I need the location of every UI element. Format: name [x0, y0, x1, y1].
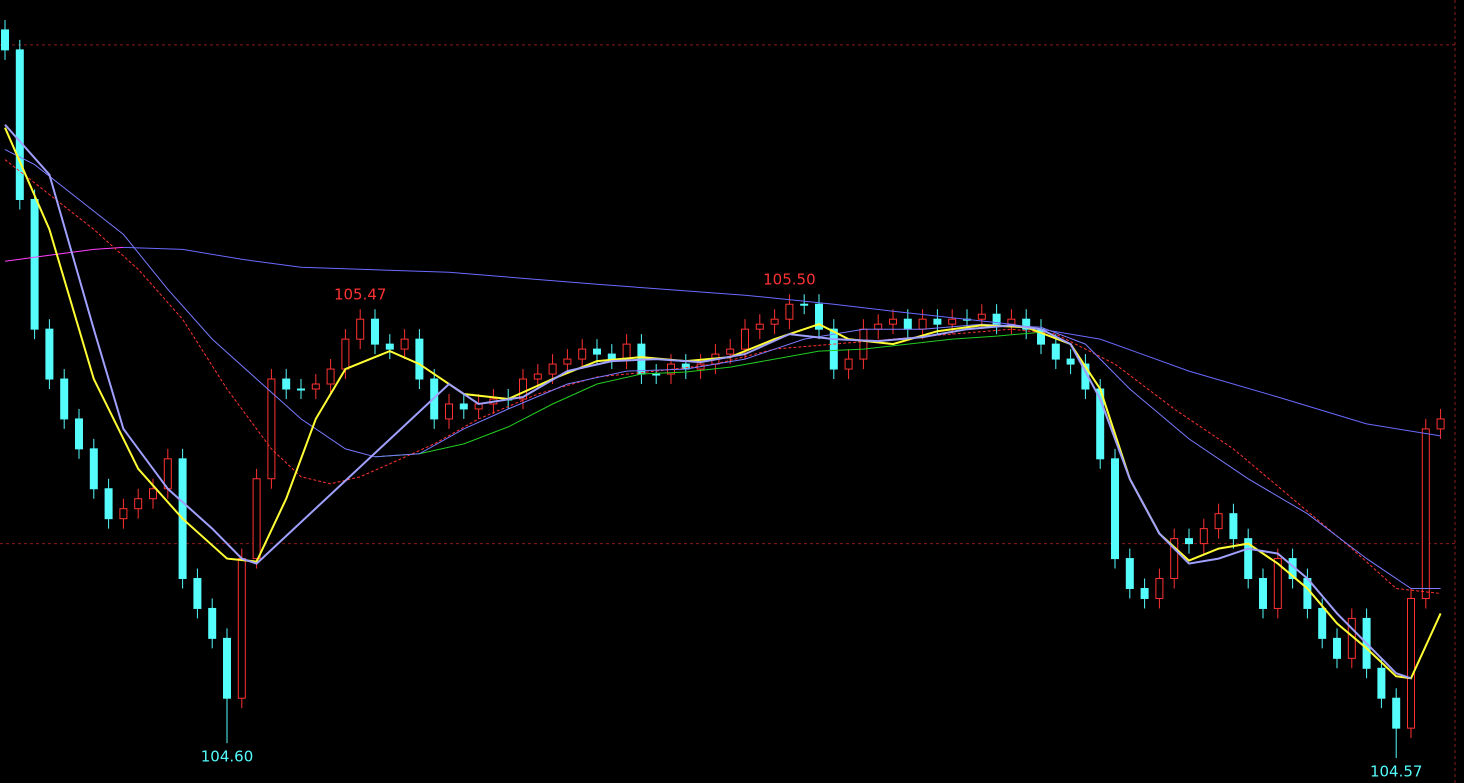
- candle-body: [1421, 428, 1430, 599]
- candle-body: [770, 318, 779, 325]
- moving-average-line: [4, 124, 1412, 680]
- candle-body: [1229, 513, 1238, 540]
- candle-body: [237, 558, 246, 699]
- candle-body: [134, 498, 143, 510]
- candle-body: [311, 383, 320, 390]
- candle-body: [1392, 697, 1401, 729]
- candle-body: [815, 303, 823, 330]
- candle-body: [297, 388, 305, 391]
- candle-body: [1303, 578, 1312, 609]
- candle-body: [829, 328, 838, 370]
- candle-body: [341, 338, 350, 370]
- candle-body: [992, 313, 1001, 325]
- candle-body: [267, 378, 276, 480]
- candle-body: [1007, 318, 1016, 325]
- candle-body: [1170, 538, 1179, 580]
- candle-body: [60, 378, 69, 420]
- candle-body: [1125, 558, 1134, 589]
- candle-body: [400, 338, 409, 350]
- candle-body: [1, 29, 9, 51]
- extreme-label: 105.47: [334, 286, 387, 304]
- candle-body: [252, 478, 261, 560]
- candle-body: [326, 368, 335, 385]
- candle-body: [1407, 597, 1415, 729]
- candle-body: [652, 373, 661, 376]
- candle-body: [356, 318, 365, 340]
- candle-body: [1111, 458, 1119, 560]
- candle-body: [1333, 637, 1341, 659]
- extreme-label: 105.50: [763, 271, 816, 289]
- candle-body: [371, 318, 379, 345]
- candle-body: [208, 607, 217, 639]
- candle-body: [578, 348, 587, 360]
- candle-body: [519, 378, 527, 400]
- candle-body: [89, 448, 98, 490]
- moving-average-line: [374, 331, 1042, 458]
- candle-body: [726, 348, 735, 355]
- candle-body: [563, 358, 572, 365]
- candle-body: [104, 488, 113, 520]
- candle-body: [1140, 587, 1149, 599]
- candle-body: [607, 353, 616, 360]
- candle-body: [119, 508, 128, 520]
- candle-body: [223, 637, 231, 699]
- candle-body: [948, 318, 957, 325]
- candle-body: [45, 328, 54, 380]
- candle-body: [889, 318, 897, 325]
- candle-body: [445, 403, 453, 420]
- candle-body: [1273, 558, 1282, 609]
- candle-body: [800, 303, 809, 306]
- candle-body: [1377, 667, 1386, 699]
- candle-body: [282, 378, 291, 390]
- candle-body: [30, 198, 39, 330]
- moving-average-line: [4, 127, 1442, 680]
- candle-body: [1185, 538, 1193, 545]
- candle-body: [741, 328, 749, 350]
- candle-body: [859, 328, 868, 360]
- candle-body: [385, 343, 394, 350]
- candle-body: [622, 343, 631, 360]
- moving-average-line: [123, 246, 1441, 437]
- candle-body: [1244, 538, 1253, 580]
- candle-body: [1436, 418, 1445, 430]
- candle-body: [193, 578, 202, 609]
- candle-body: [1155, 578, 1164, 599]
- candle-body: [1022, 318, 1031, 330]
- candle-body: [1214, 513, 1223, 530]
- candle-body: [1259, 578, 1267, 609]
- candle-body: [15, 49, 24, 200]
- moving-average-line: [4, 159, 1441, 594]
- candle-body: [785, 303, 794, 320]
- candle-body: [755, 323, 764, 330]
- candle-body: [977, 313, 986, 320]
- candle-body: [459, 403, 468, 410]
- candle-body: [415, 338, 424, 380]
- candle-body: [75, 418, 83, 450]
- candle-body: [874, 323, 883, 330]
- candle-body: [149, 488, 157, 500]
- candle-body: [918, 318, 927, 330]
- candle-body: [844, 358, 853, 370]
- candle-body: [533, 373, 542, 380]
- extreme-label: 104.57: [1370, 763, 1423, 781]
- candle-body: [1051, 343, 1060, 360]
- candle-body: [1199, 528, 1208, 545]
- extreme-label: 104.60: [201, 748, 254, 766]
- candle-body: [548, 363, 557, 375]
- candle-body: [593, 348, 601, 355]
- moving-average-line: [4, 149, 1441, 589]
- candle-body: [1066, 358, 1075, 365]
- candle-body: [933, 318, 942, 325]
- candle-body: [1318, 607, 1327, 639]
- candle-body: [903, 318, 912, 330]
